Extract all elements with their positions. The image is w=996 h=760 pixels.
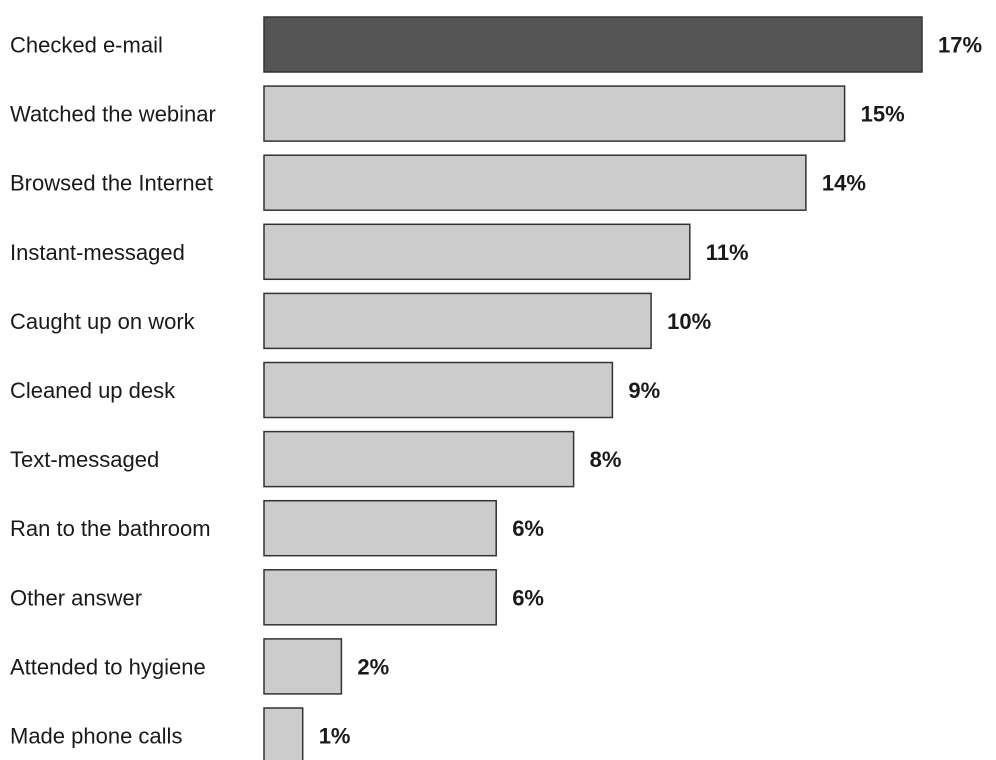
category-label: Ran to the bathroom [10, 516, 211, 541]
value-label: 6% [512, 516, 544, 541]
category-label: Text-messaged [10, 447, 159, 472]
value-label: 14% [822, 171, 866, 196]
bar-other-answer [263, 569, 497, 626]
bar-browsed-the-internet [263, 154, 807, 211]
category-label: Watched the webinar [10, 102, 216, 127]
bars-layer [263, 16, 923, 760]
bar-checked-e-mail [263, 16, 923, 73]
value-label: 2% [357, 654, 389, 679]
category-label: Other answer [10, 585, 142, 610]
category-label: Checked e-mail [10, 33, 163, 58]
category-label: Instant-messaged [10, 240, 185, 265]
value-label: 6% [512, 585, 544, 610]
category-label: Cleaned up desk [10, 378, 176, 403]
value-label: 10% [667, 309, 711, 334]
bar-attended-to-hygiene [263, 638, 343, 695]
category-labels: Checked e-mail Watched the webinar Browsed… [10, 33, 216, 749]
value-label: 17% [938, 33, 982, 58]
value-labels: 17% 15% 14% 11% 10% 9% 8% 6% 6% 2% 1% [319, 33, 982, 749]
category-label: Browsed the Internet [10, 171, 213, 196]
category-label: Caught up on work [10, 309, 196, 334]
value-label: 15% [861, 102, 905, 127]
bar-watched-the-webinar [263, 85, 846, 142]
value-label: 8% [590, 447, 622, 472]
bar-text-messaged [263, 430, 575, 488]
bar-made-phone-calls [263, 707, 304, 760]
bar-instant-messaged [263, 223, 691, 281]
bar-caught-up-on-work [263, 292, 652, 350]
category-label: Made phone calls [10, 724, 182, 749]
bar-cleaned-up-desk [263, 361, 614, 419]
bar-ran-to-the-bathroom [263, 499, 497, 557]
value-label: 1% [319, 724, 351, 749]
value-label: 9% [628, 378, 660, 403]
category-label: Attended to hygiene [10, 654, 206, 679]
value-label: 11% [706, 240, 749, 265]
